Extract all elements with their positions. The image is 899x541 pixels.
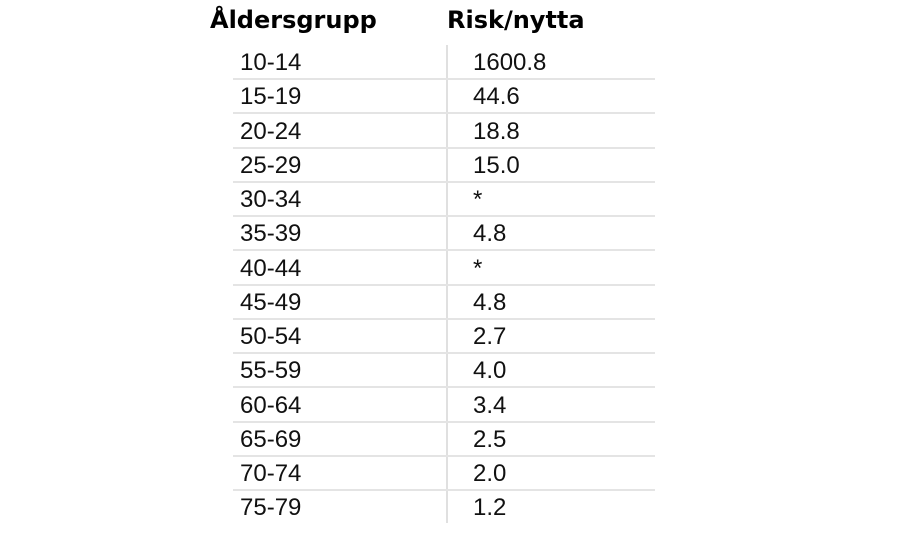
row-divider [233, 454, 655, 457]
risk-ratio: 2.0 [473, 460, 507, 487]
risk-ratio: 4.8 [473, 288, 507, 316]
age-group: 40-44 [240, 254, 302, 282]
risk-ratio: 15.0 [473, 151, 520, 179]
row-divider [233, 146, 655, 149]
age-group: 55-59 [240, 357, 302, 385]
age-group: 25-29 [240, 151, 302, 179]
row-divider [233, 420, 655, 423]
column-header: Åldersgrupp [210, 6, 377, 34]
row-divider [233, 489, 655, 491]
age-group: 65-69 [240, 425, 302, 453]
risk-ratio: 2.7 [473, 323, 507, 350]
row-divider [233, 386, 655, 389]
risk-ratio: 1600.8 [473, 49, 547, 76]
age-group: 35-39 [240, 220, 302, 248]
row-divider [233, 215, 655, 217]
risk-ratio: 18.8 [473, 117, 520, 145]
age-group: 50-54 [240, 323, 302, 350]
row-divider [233, 112, 655, 115]
row-divider [233, 249, 655, 252]
risk-ratio: 1.2 [473, 494, 507, 522]
risk-ratio: 4.8 [473, 220, 507, 248]
risk-ratio: 4.0 [473, 357, 507, 385]
risk-ratio: * [473, 186, 483, 213]
row-divider [233, 352, 655, 354]
row-divider [233, 180, 655, 183]
age-group: 30-34 [240, 186, 302, 213]
risk-ratio: 44.6 [473, 83, 520, 111]
row-divider [233, 317, 655, 320]
age-group: 45-49 [240, 288, 302, 316]
risk-ratio: * [473, 254, 483, 282]
row-divider [233, 283, 655, 286]
row-divider [233, 78, 655, 80]
risk-ratio: 3.4 [473, 391, 507, 419]
age-group: 60-64 [240, 391, 302, 419]
risk-ratio: 2.5 [473, 425, 507, 453]
age-group: 75-79 [240, 494, 302, 522]
column-header: Risk/nytta [447, 6, 585, 34]
age-group: 15-19 [240, 83, 302, 111]
age-group: 20-24 [240, 117, 302, 145]
age-group: 70-74 [240, 460, 302, 487]
age-group: 10-14 [240, 49, 302, 76]
